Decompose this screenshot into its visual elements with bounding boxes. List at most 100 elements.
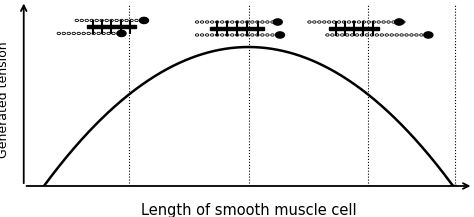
Circle shape (230, 34, 234, 36)
Circle shape (350, 34, 354, 36)
Circle shape (276, 21, 279, 23)
Circle shape (90, 19, 93, 22)
Text: Length of smooth muscle cell: Length of smooth muscle cell (141, 203, 356, 217)
Circle shape (332, 21, 336, 23)
Circle shape (72, 32, 75, 35)
Text: Generated tension: Generated tension (0, 41, 10, 158)
Circle shape (375, 34, 379, 36)
Circle shape (107, 32, 110, 35)
Circle shape (251, 21, 254, 23)
Circle shape (372, 21, 375, 23)
Circle shape (95, 19, 99, 22)
Circle shape (216, 21, 219, 23)
Circle shape (115, 19, 118, 22)
Circle shape (67, 32, 71, 35)
Circle shape (392, 21, 395, 23)
Circle shape (331, 34, 334, 36)
Circle shape (230, 21, 234, 23)
Circle shape (216, 34, 219, 36)
Circle shape (271, 34, 274, 36)
Circle shape (410, 34, 413, 36)
Circle shape (82, 32, 85, 35)
Circle shape (226, 21, 229, 23)
Circle shape (323, 21, 326, 23)
Circle shape (308, 21, 311, 23)
Circle shape (125, 19, 128, 22)
Circle shape (236, 21, 239, 23)
Circle shape (195, 21, 199, 23)
Circle shape (122, 32, 125, 35)
Circle shape (390, 34, 393, 36)
Circle shape (395, 34, 398, 36)
Circle shape (271, 21, 274, 23)
Circle shape (337, 21, 341, 23)
Circle shape (241, 34, 244, 36)
Circle shape (382, 21, 385, 23)
Circle shape (251, 34, 254, 36)
Circle shape (347, 21, 351, 23)
Circle shape (365, 34, 369, 36)
Circle shape (201, 21, 204, 23)
Circle shape (313, 21, 316, 23)
Circle shape (261, 34, 264, 36)
Circle shape (419, 34, 423, 36)
Circle shape (117, 32, 120, 35)
Circle shape (326, 34, 329, 36)
Circle shape (400, 34, 403, 36)
Circle shape (236, 34, 239, 36)
Circle shape (342, 21, 346, 23)
Circle shape (415, 34, 418, 36)
Circle shape (275, 32, 284, 38)
Circle shape (336, 34, 339, 36)
Circle shape (135, 19, 138, 22)
Circle shape (328, 21, 331, 23)
Circle shape (85, 19, 89, 22)
Circle shape (77, 32, 81, 35)
Circle shape (226, 34, 229, 36)
Circle shape (100, 19, 103, 22)
Circle shape (87, 32, 91, 35)
Circle shape (276, 34, 279, 36)
Circle shape (205, 34, 209, 36)
Circle shape (395, 19, 404, 25)
Circle shape (255, 34, 259, 36)
Circle shape (210, 21, 214, 23)
Circle shape (255, 21, 259, 23)
Circle shape (92, 32, 95, 35)
Circle shape (352, 21, 356, 23)
Circle shape (346, 34, 349, 36)
Circle shape (62, 32, 65, 35)
Circle shape (370, 34, 374, 36)
Circle shape (357, 21, 361, 23)
Circle shape (273, 19, 282, 25)
Circle shape (117, 30, 126, 36)
Circle shape (210, 34, 214, 36)
Circle shape (105, 19, 109, 22)
Circle shape (97, 32, 100, 35)
Circle shape (102, 32, 105, 35)
Circle shape (401, 21, 405, 23)
Circle shape (120, 19, 123, 22)
Circle shape (405, 34, 408, 36)
Circle shape (246, 34, 249, 36)
Circle shape (140, 19, 143, 22)
Bar (329, 27, 379, 30)
Circle shape (220, 21, 224, 23)
Circle shape (220, 34, 224, 36)
Circle shape (201, 34, 204, 36)
Circle shape (110, 19, 113, 22)
Circle shape (205, 21, 209, 23)
Circle shape (246, 21, 249, 23)
Circle shape (367, 21, 371, 23)
Circle shape (397, 21, 400, 23)
Circle shape (241, 21, 244, 23)
Circle shape (318, 21, 321, 23)
Circle shape (139, 17, 148, 24)
Circle shape (112, 32, 115, 35)
Circle shape (385, 34, 389, 36)
Circle shape (360, 34, 364, 36)
Circle shape (340, 34, 344, 36)
Circle shape (80, 19, 83, 22)
Circle shape (362, 21, 365, 23)
Circle shape (424, 32, 433, 38)
